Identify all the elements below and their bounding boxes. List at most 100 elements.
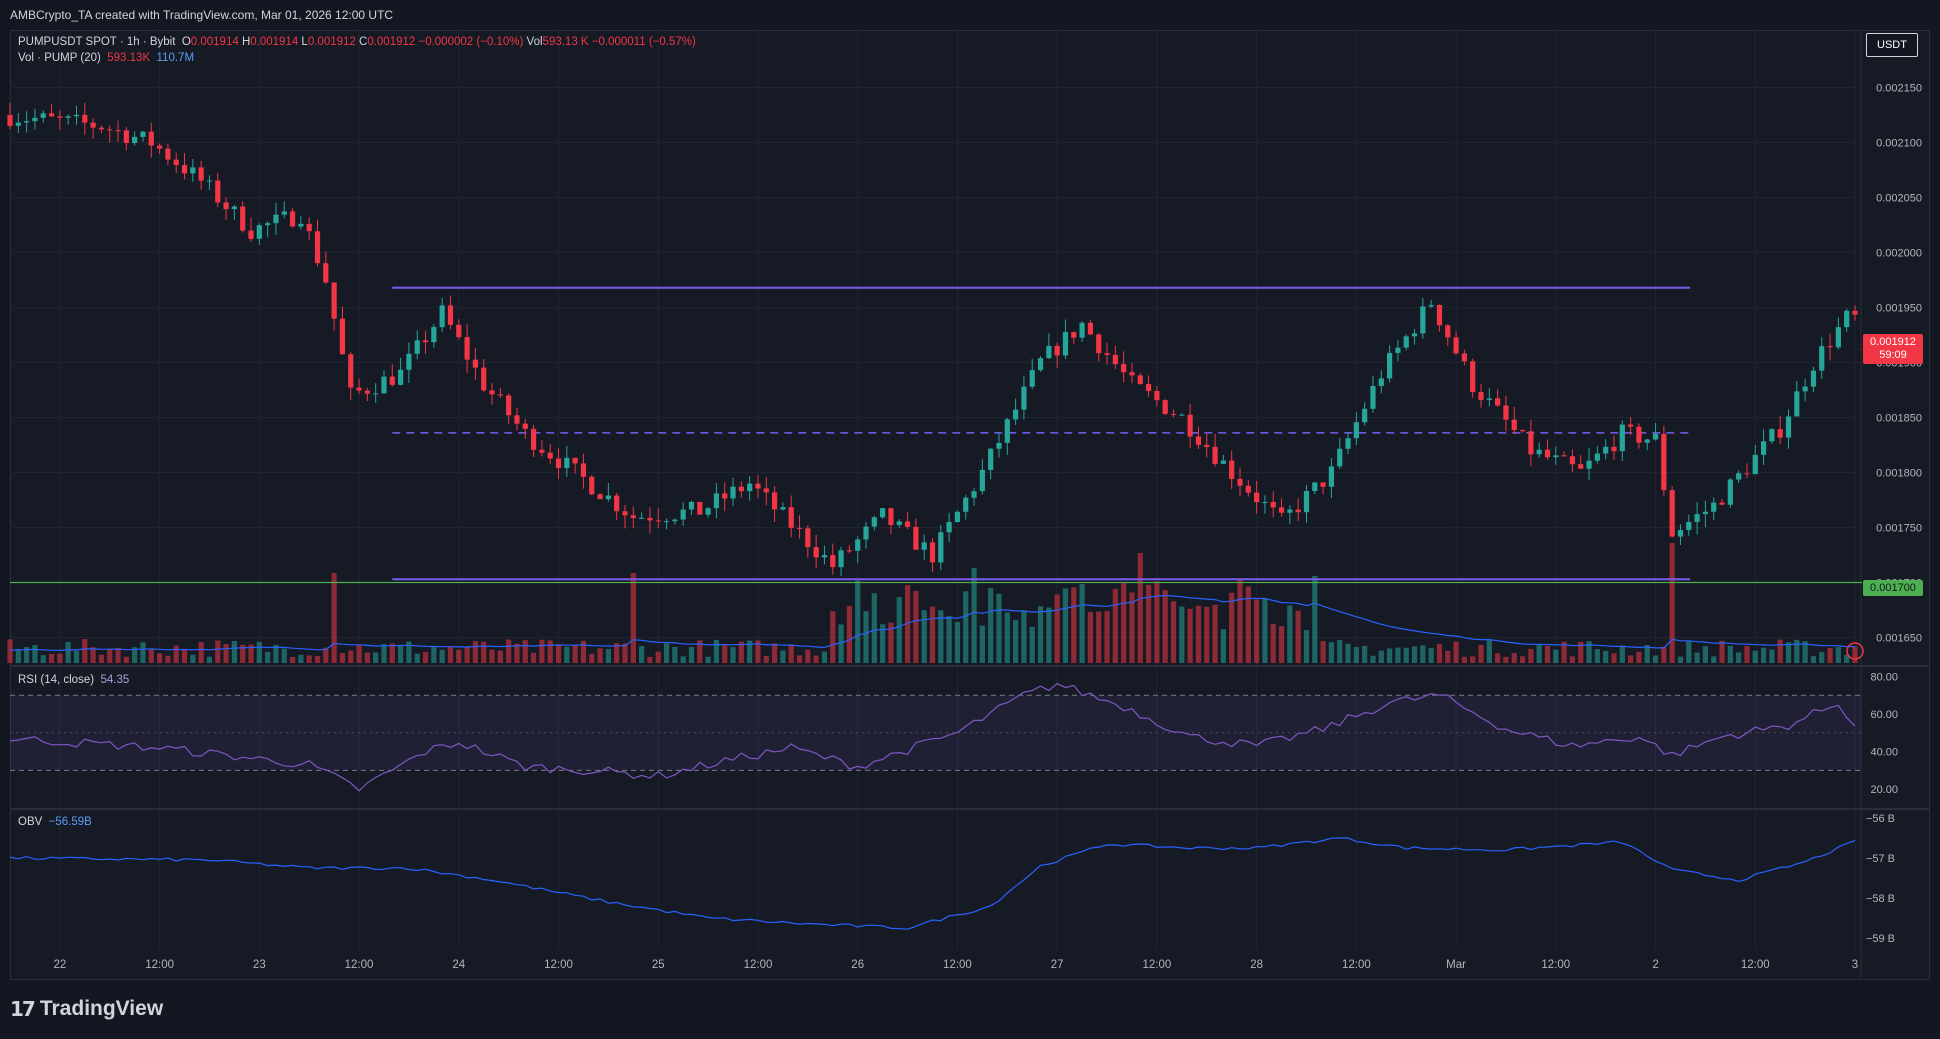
candle-body <box>896 521 902 525</box>
volume-bar <box>1062 588 1069 663</box>
candle-body <box>639 517 645 519</box>
candle-body <box>339 318 346 355</box>
vol-label: Vol <box>526 36 543 48</box>
candle-body <box>1470 361 1476 392</box>
volume-bar <box>1470 656 1476 663</box>
volume-bar <box>1835 647 1841 663</box>
currency-badge[interactable]: USDT <box>1866 33 1918 57</box>
time-tick-label: 12:00 <box>1541 959 1570 971</box>
volume-bar <box>173 645 179 663</box>
obv-line <box>9 837 1856 930</box>
candle-body <box>1528 431 1534 455</box>
candle-body <box>1503 405 1509 420</box>
candle-body <box>1752 454 1758 475</box>
volume-bar <box>414 653 420 663</box>
volume-bar <box>830 611 836 663</box>
candle-body <box>1478 391 1484 400</box>
candle-body <box>32 117 38 122</box>
candle-body <box>1636 426 1642 443</box>
candle-body <box>1179 414 1185 416</box>
volume-bar <box>389 643 395 663</box>
candle-body <box>248 230 254 239</box>
volume-bar <box>589 653 595 663</box>
volume-bar <box>622 643 628 663</box>
volume-bar <box>298 654 304 663</box>
volume-bar <box>1320 641 1326 663</box>
volume-bar <box>289 656 296 663</box>
change-value: −0.000002 (−0.10%) <box>418 36 524 48</box>
time-tick-label: 12:00 <box>1342 959 1371 971</box>
volume-bar <box>630 573 636 663</box>
candle-body <box>115 130 121 132</box>
candle-body <box>1054 345 1060 356</box>
brand-name: TradingView <box>39 997 164 1020</box>
chart-credit: AMBCrypto_TA created with TradingView.co… <box>10 8 394 22</box>
volume-bar <box>1760 647 1767 663</box>
volume-bar <box>431 647 437 663</box>
candle-body <box>1154 391 1160 401</box>
candle-body <box>497 394 503 396</box>
tradingview-logo[interactable]: 17 TradingView <box>10 997 163 1021</box>
time-tick-label: 27 <box>1051 959 1064 971</box>
volume-bar <box>1569 656 1576 663</box>
volume-bar <box>539 639 545 663</box>
candle-body <box>1121 364 1127 373</box>
candle-body <box>597 494 603 500</box>
candle-body <box>830 555 836 568</box>
candle-body <box>1495 398 1501 406</box>
volume-bar <box>572 645 578 663</box>
candle-body <box>771 492 778 510</box>
candle-body <box>165 148 171 160</box>
volume-bar <box>1237 578 1243 663</box>
vol-value: 593.13 K <box>542 36 589 48</box>
volume-bar <box>1528 648 1534 663</box>
volume-bar <box>1270 623 1276 663</box>
volume-bar <box>1420 645 1426 663</box>
volume-bar <box>314 655 321 663</box>
candle-body <box>190 167 196 174</box>
candle-body <box>1628 424 1634 427</box>
volume-bar <box>1353 647 1359 663</box>
volume-bar <box>614 643 620 663</box>
price-chart-svg[interactable]: 0.002150 0.002100 0.002050 0.002000 0.001950… <box>0 0 1940 980</box>
candle-body <box>555 458 562 469</box>
price-tick-label: 0.001800 <box>1876 468 1922 480</box>
volume-bar <box>1553 649 1559 663</box>
support-price-badge: 0.001700 <box>1863 580 1923 596</box>
candle-body <box>1461 353 1467 362</box>
candle-body <box>198 167 204 181</box>
candle-body <box>65 116 71 118</box>
candle-body <box>1561 455 1567 457</box>
time-tick-label: 22 <box>53 959 66 971</box>
candle-body <box>256 225 262 239</box>
volume-bar <box>273 644 279 663</box>
obv-tick-label: −58 B <box>1866 893 1895 905</box>
volume-bar <box>688 647 695 663</box>
candle-body <box>464 337 470 360</box>
obv-tick-label: −56 B <box>1866 813 1895 825</box>
candle-body <box>1337 448 1343 467</box>
volume-bar <box>921 610 927 663</box>
volume-bar <box>805 649 811 663</box>
candle-body <box>913 526 919 550</box>
volume-indicator-label: Vol · PUMP (20) <box>18 52 101 64</box>
volume-bar <box>1254 599 1260 663</box>
candle-body <box>40 113 46 118</box>
chart-frame[interactable] <box>10 30 1930 980</box>
volume-bar <box>1445 650 1451 663</box>
candle-body <box>1129 372 1135 376</box>
candle-body <box>1328 466 1335 487</box>
volume-bar <box>1395 647 1401 663</box>
volume-bar <box>1544 645 1551 663</box>
volume-bar <box>1827 647 1833 663</box>
candle-body <box>1262 501 1268 503</box>
time-tick-label: 12:00 <box>744 959 773 971</box>
time-tick-label: 12:00 <box>1143 959 1172 971</box>
candle-body <box>1553 455 1559 458</box>
candle-body <box>1370 385 1376 409</box>
candle-body <box>1353 422 1359 439</box>
candle-body <box>1079 322 1085 338</box>
volume-bar <box>1287 605 1293 663</box>
rsi-tick-label: 60.00 <box>1870 709 1898 721</box>
candle-body <box>1436 305 1443 326</box>
